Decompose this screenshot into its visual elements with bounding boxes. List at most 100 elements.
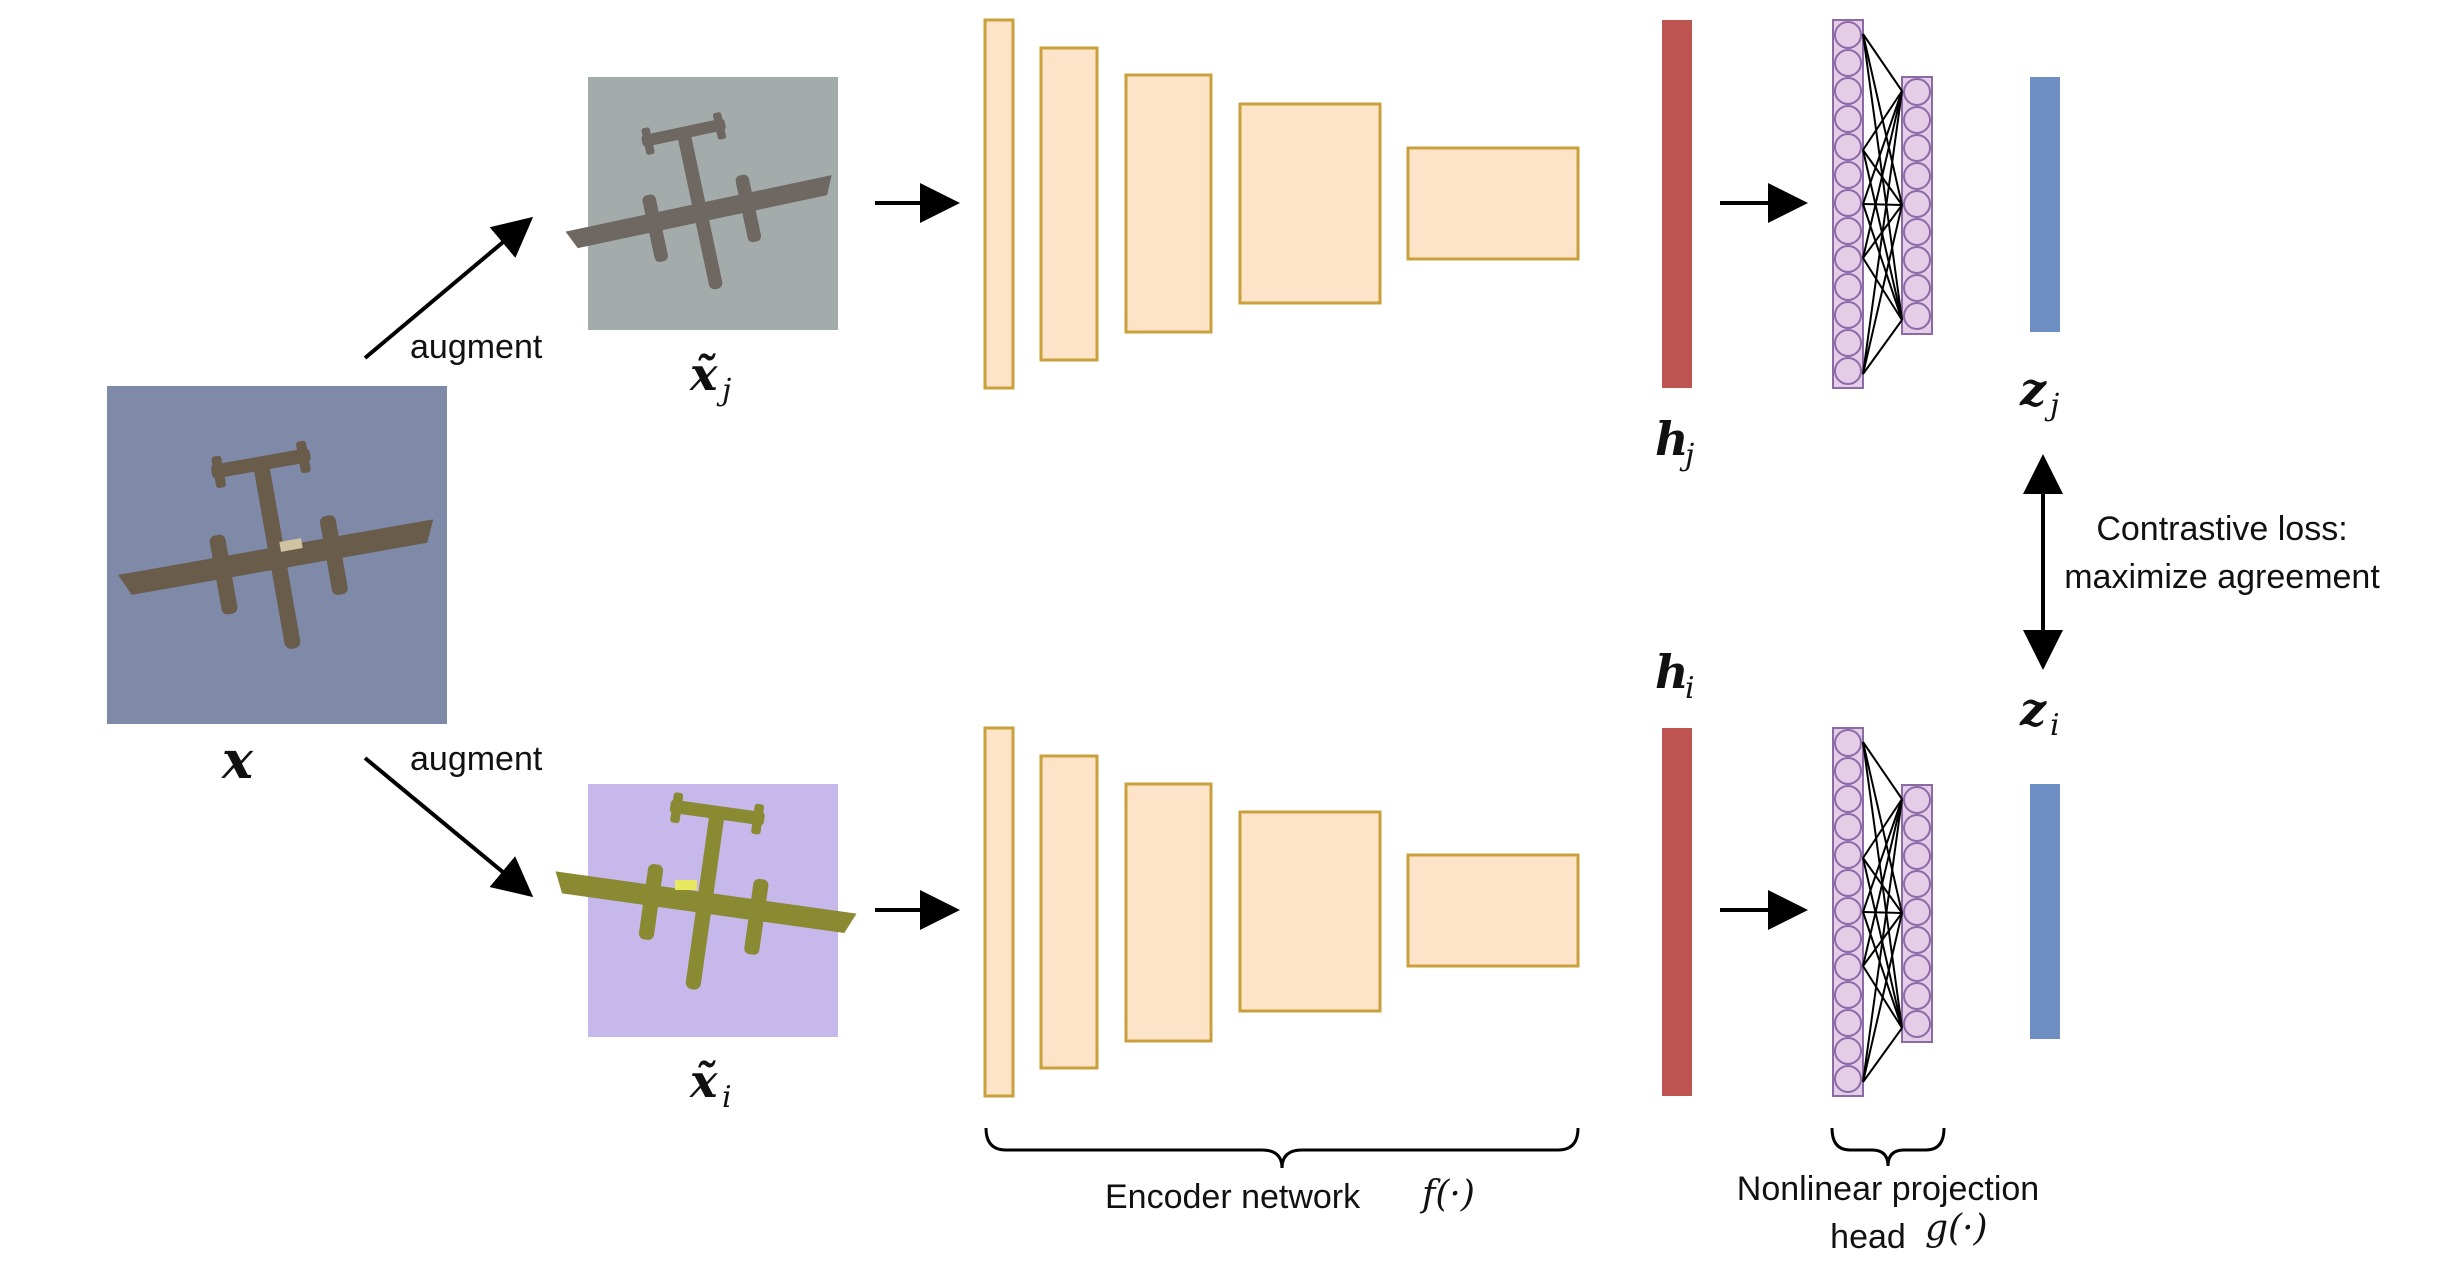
projection-neuron bbox=[1834, 1009, 1862, 1037]
projection-neuron bbox=[1903, 926, 1931, 954]
encoder-bottom bbox=[983, 726, 1580, 1098]
projection-connection bbox=[1862, 90, 1903, 205]
encoder-network-label: Encoder network bbox=[1105, 1178, 1361, 1216]
projection-neuron bbox=[1834, 841, 1862, 869]
svg-text:j: j bbox=[2044, 388, 2059, 423]
svg-text:z: z bbox=[2019, 682, 2047, 736]
projection-neuron bbox=[1903, 870, 1931, 898]
projection-neuron bbox=[1903, 218, 1931, 246]
augment-label-top: augment bbox=[410, 328, 543, 366]
projection-neuron bbox=[1834, 161, 1862, 189]
projection-neuron bbox=[1903, 302, 1931, 330]
label-x-tilde-i: x̃ i bbox=[689, 1054, 732, 1115]
encoder-layer bbox=[1238, 810, 1382, 1013]
contrastive-loss-label-line1: Contrastive loss: bbox=[2096, 510, 2347, 548]
projection-neuron bbox=[1903, 898, 1931, 926]
projection-connection bbox=[1862, 204, 1903, 375]
projection-connection bbox=[1862, 203, 1903, 321]
projection-connection bbox=[1862, 319, 1903, 375]
projection-neuron bbox=[1834, 897, 1862, 925]
encoder-layer bbox=[1406, 146, 1580, 261]
projection-connection bbox=[1862, 798, 1903, 1083]
projection-connection bbox=[1862, 911, 1903, 1029]
encoder-layer bbox=[1039, 754, 1099, 1070]
projection-neuron bbox=[1903, 814, 1931, 842]
label-z-i: z i bbox=[2019, 682, 2060, 743]
projection-head-label-line2: head bbox=[1830, 1218, 1906, 1256]
projection-connection bbox=[1862, 33, 1903, 92]
projection-neuron bbox=[1834, 49, 1862, 77]
svg-text:i: i bbox=[2050, 708, 2060, 743]
label-x-tilde-j: x̃ j bbox=[689, 347, 731, 408]
projection-neuron bbox=[1903, 786, 1931, 814]
representation-h-j bbox=[1662, 20, 1692, 388]
encoder-layer bbox=[1124, 782, 1213, 1043]
augment-label-bottom: augment bbox=[410, 740, 543, 778]
projection-neuron bbox=[1903, 162, 1931, 190]
projection-neuron bbox=[1903, 78, 1931, 106]
projection-neuron bbox=[1834, 757, 1862, 785]
projection-neuron bbox=[1903, 190, 1931, 218]
projection-connection bbox=[1862, 90, 1903, 375]
augmented-image-i bbox=[541, 777, 870, 1037]
projection-neuron bbox=[1834, 133, 1862, 161]
svg-text:h: h bbox=[1655, 645, 1688, 699]
encoder-layer bbox=[983, 726, 1015, 1098]
projection-neuron bbox=[1834, 925, 1862, 953]
projection-neuron bbox=[1834, 329, 1862, 357]
label-x: x bbox=[221, 730, 254, 791]
original-image bbox=[100, 386, 452, 724]
projection-neuron bbox=[1834, 813, 1862, 841]
projection-connection bbox=[1862, 912, 1903, 1083]
embedding-z-i bbox=[2030, 784, 2060, 1039]
projection-connection bbox=[1862, 90, 1903, 259]
svg-text:i: i bbox=[722, 1080, 732, 1115]
label-h-i: h i bbox=[1655, 645, 1695, 706]
svg-text:z: z bbox=[2019, 362, 2047, 416]
augment-arrow-up bbox=[363, 216, 534, 360]
projection-neuron bbox=[1834, 785, 1862, 813]
projection-neuron bbox=[1903, 246, 1931, 274]
projection-neuron bbox=[1903, 106, 1931, 134]
projection-neuron bbox=[1834, 981, 1862, 1009]
projection-brace bbox=[1830, 1127, 1946, 1167]
encoder-layer bbox=[1124, 73, 1213, 334]
encoder-layer bbox=[1039, 46, 1099, 362]
projection-connection bbox=[1862, 203, 1903, 206]
projection-neuron bbox=[1834, 869, 1862, 897]
projection-neuron bbox=[1903, 982, 1931, 1010]
projection-neuron bbox=[1903, 274, 1931, 302]
projection-neuron bbox=[1834, 273, 1862, 301]
svg-text:h: h bbox=[1655, 412, 1688, 466]
projection-neuron bbox=[1834, 189, 1862, 217]
projection-connection bbox=[1862, 798, 1903, 967]
projection-neuron bbox=[1834, 1037, 1862, 1065]
encoder-function-label: f(·) bbox=[1419, 1174, 1475, 1215]
projection-neuron bbox=[1834, 217, 1862, 245]
projection-neuron bbox=[1903, 842, 1931, 870]
encoder-layer bbox=[1406, 853, 1580, 968]
encoder-layer bbox=[983, 18, 1015, 390]
svg-text:x̃: x̃ bbox=[689, 347, 718, 401]
projection-neuron bbox=[1834, 953, 1862, 981]
embedding-z-j bbox=[2030, 77, 2060, 332]
svg-text:j: j bbox=[716, 373, 731, 408]
augment-arrow-down bbox=[363, 756, 534, 898]
projection-neuron bbox=[1903, 954, 1931, 982]
projection-neuron bbox=[1834, 357, 1862, 385]
label-z-j: z j bbox=[2019, 362, 2059, 423]
projection-neuron bbox=[1834, 1065, 1862, 1093]
projection-head-top bbox=[1832, 19, 1933, 389]
projection-function-label: g(·) bbox=[1925, 1208, 1988, 1249]
projection-connection bbox=[1862, 798, 1903, 859]
projection-head-bottom bbox=[1832, 727, 1933, 1097]
encoder-brace bbox=[984, 1127, 1580, 1169]
encoder-top bbox=[983, 18, 1580, 390]
projection-neuron bbox=[1834, 301, 1862, 329]
contrastive-loss-label-line2: maximize agreement bbox=[2064, 558, 2380, 596]
projection-connection bbox=[1862, 90, 1903, 151]
projection-neuron bbox=[1834, 729, 1862, 757]
projection-neuron bbox=[1834, 245, 1862, 273]
projection-neuron bbox=[1903, 1010, 1931, 1038]
projection-neuron bbox=[1834, 77, 1862, 105]
